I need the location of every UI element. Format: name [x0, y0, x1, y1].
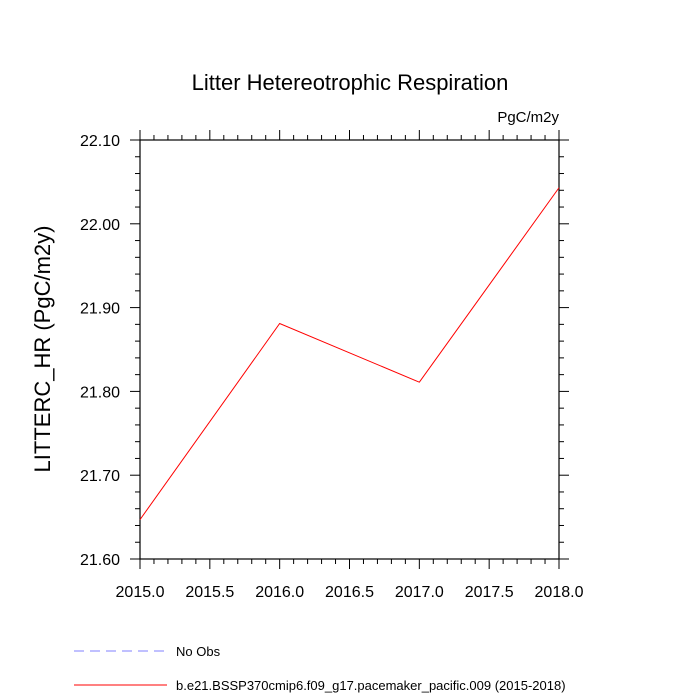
y-tick-label: 22.10	[80, 133, 120, 150]
axis-tick-labels: 2015.0 2015.5 2016.0 2016.5 2017.0 2017.5 2018…	[80, 133, 584, 601]
y-tick-label: 21.80	[80, 384, 120, 401]
units-label: PgC/m2y	[497, 109, 559, 126]
y-tick-label: 22.00	[80, 217, 120, 234]
x-tick-label: 2016.5	[325, 584, 374, 601]
chart-title: Litter Hetereotrophic Respiration	[192, 70, 509, 95]
axis-ticks	[130, 130, 569, 569]
y-tick-label: 21.60	[80, 552, 120, 569]
plot-frame	[139, 139, 560, 560]
legend: No Obs b.e21.BSSP370cmip6.f09_g17.pacemak…	[74, 644, 566, 693]
legend-label: No Obs	[176, 644, 221, 659]
series-line	[139, 187, 560, 520]
legend-label: b.e21.BSSP370cmip6.f09_g17.pacemaker_pac…	[176, 678, 566, 693]
x-tick-label: 2017.0	[395, 584, 444, 601]
y-axis-label: LITTERC_HR (PgC/m2y)	[30, 226, 55, 473]
x-tick-label: 2015.0	[116, 584, 165, 601]
x-tick-label: 2018.0	[535, 584, 584, 601]
x-tick-label: 2015.5	[185, 584, 234, 601]
series-layer	[139, 187, 560, 520]
x-tick-label: 2017.5	[465, 584, 514, 601]
x-tick-label: 2016.0	[255, 584, 304, 601]
y-tick-label: 21.90	[80, 301, 120, 318]
y-tick-label: 21.70	[80, 468, 120, 485]
